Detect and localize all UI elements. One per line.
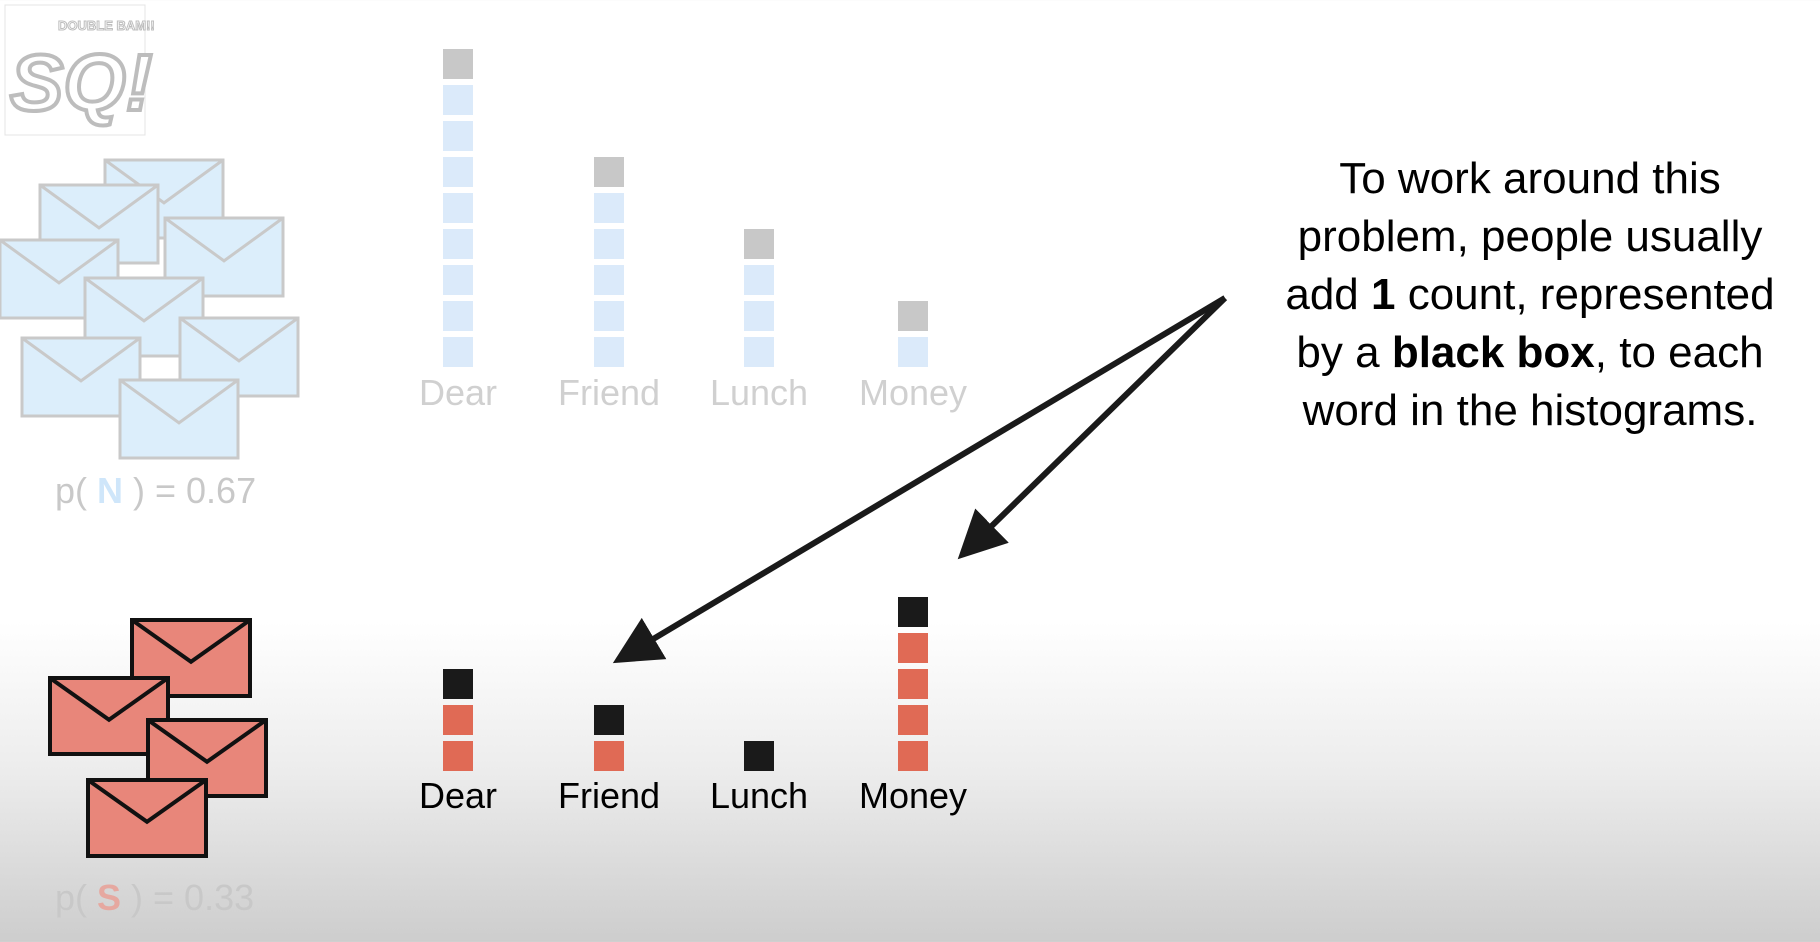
count-box (443, 229, 473, 259)
pseudo-count-box (898, 301, 928, 331)
count-box (744, 337, 774, 367)
sq-logo: SQ! DOUBLE BAM!! (4, 4, 155, 136)
normal-prob-suffix: ) = 0.67 (123, 470, 257, 511)
normal-word-friend: Friend (557, 372, 661, 413)
pseudo-count-box (443, 669, 473, 699)
normal-word-money: Money (858, 372, 968, 413)
note-line-3-post: count, represented (1395, 270, 1775, 319)
count-box (443, 301, 473, 331)
count-box (443, 265, 473, 295)
normal-class-letter: N (97, 470, 124, 511)
count-box (443, 705, 473, 735)
spam-prior-label: p( S ) = 0.33 (55, 877, 254, 919)
normal-envelope-icon (163, 216, 285, 298)
arrow-to-money (957, 295, 1228, 560)
count-box (443, 337, 473, 367)
note-line-4-post: , to each (1594, 328, 1764, 377)
spam-prob-suffix: ) = 0.33 (121, 877, 255, 918)
count-box (443, 121, 473, 151)
spam-word-dear: Dear (418, 775, 498, 816)
count-box (594, 337, 624, 367)
note-line-4-pre: by a (1296, 328, 1392, 377)
count-box (594, 741, 624, 771)
spam-envelope-icon (86, 778, 208, 858)
spam-word-money: Money (858, 775, 968, 816)
count-box (594, 301, 624, 331)
count-box (898, 669, 928, 699)
normal-envelope-stack (0, 158, 300, 460)
logo-small-text: DOUBLE BAM!! (58, 18, 155, 33)
spam-prob-prefix: p( (55, 877, 98, 918)
count-box (898, 337, 928, 367)
note-line-3-pre: add (1285, 270, 1371, 319)
spam-class-letter: S (97, 877, 122, 918)
pseudo-count-box (594, 157, 624, 187)
note-line-4-bold: black box (1391, 328, 1595, 377)
count-box (744, 265, 774, 295)
normal-envelope-icon (118, 378, 240, 460)
normal-word-dear: Dear (418, 372, 498, 413)
count-box (594, 193, 624, 223)
count-box (744, 301, 774, 331)
count-box (594, 265, 624, 295)
count-box (443, 157, 473, 187)
count-box (898, 741, 928, 771)
spam-word-lunch: Lunch (709, 775, 809, 816)
pseudo-count-box (898, 597, 928, 627)
spam-envelope-stack (48, 618, 268, 858)
logo-main-text: SQ! (10, 38, 152, 127)
explanation-note: To work around this problem, people usua… (1230, 150, 1820, 440)
note-line-3: add 1 count, represented (1230, 266, 1820, 324)
count-box (898, 633, 928, 663)
count-box (898, 705, 928, 735)
spam-word-friend: Friend (557, 775, 661, 816)
normal-histogram (443, 49, 928, 367)
arrow-to-friend (612, 295, 1227, 664)
note-line-2: problem, people usually (1297, 212, 1763, 261)
count-box (594, 229, 624, 259)
normal-prior-label: p( N ) = 0.67 (55, 470, 256, 512)
note-line-4: by a black box, to each (1230, 324, 1820, 382)
note-line-3-bold: 1 (1371, 270, 1396, 319)
normal-word-lunch: Lunch (709, 372, 809, 413)
count-box (443, 741, 473, 771)
pseudo-count-box (744, 741, 774, 771)
pseudo-count-box (744, 229, 774, 259)
count-box (443, 85, 473, 115)
note-line-1: To work around this (1339, 154, 1721, 203)
pseudo-count-box (594, 705, 624, 735)
pseudo-count-box (443, 49, 473, 79)
note-line-5: word in the histograms. (1302, 386, 1758, 435)
spam-histogram (443, 597, 928, 771)
count-box (443, 193, 473, 223)
normal-prob-prefix: p( (55, 470, 98, 511)
